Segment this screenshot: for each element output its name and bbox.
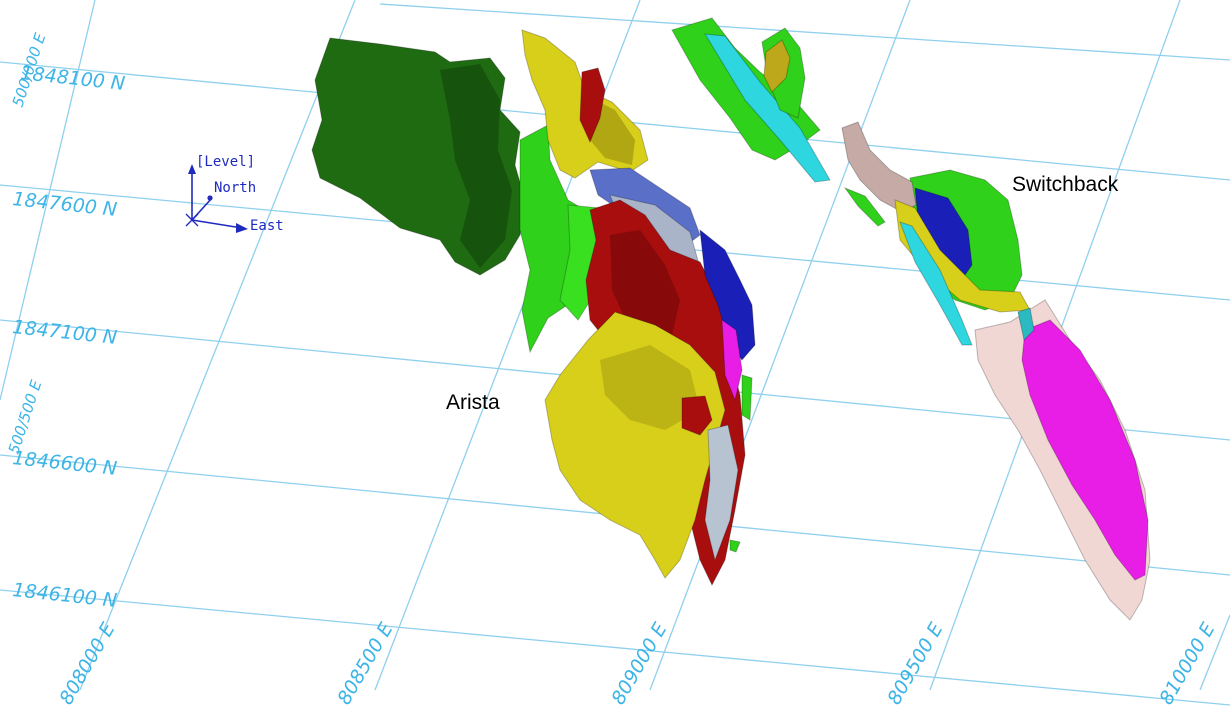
axis-north-dot: [207, 195, 212, 200]
zone-label-arista: Arista: [446, 391, 500, 414]
axis-level-label: [Level]: [196, 154, 255, 170]
northing-label-3: 1847100 N: [11, 316, 118, 349]
easting-label-3: 809000 E: [607, 619, 671, 708]
axis-level-arrow: [188, 164, 196, 174]
axis-east-line: [192, 220, 242, 228]
elevation-labels: 500/000 E 500/500 E: [5, 30, 50, 456]
switchback-vein-bodies[interactable]: [842, 122, 1150, 620]
green-fringe-right[interactable]: [742, 375, 752, 420]
axis-east-label: East: [250, 218, 284, 234]
northing-label-2: 1847600 N: [11, 188, 118, 221]
grid-line-808000e: [80, 0, 355, 690]
axis-triad: [Level] North East: [186, 154, 284, 234]
northing-label-5: 1846100 N: [11, 579, 118, 612]
easting-label-1: 808000 E: [55, 619, 119, 708]
green-fringe-bottom[interactable]: [730, 540, 740, 552]
axis-north-label: North: [214, 180, 256, 196]
axis-east-arrow: [236, 223, 248, 233]
easting-labels: 808000 E 808500 E 809000 E 809500 E 8100…: [55, 619, 1219, 708]
elevation-label-2: 500/500 E: [5, 377, 46, 456]
easting-label-4: 809500 E: [883, 619, 947, 708]
northing-label-4: 1846600 N: [11, 447, 118, 480]
easting-label-2: 808500 E: [333, 619, 397, 708]
grid-line-top: [380, 4, 1230, 60]
upper-fragments[interactable]: [672, 18, 830, 182]
northing-labels: 1848100 N 1847600 N 1847100 N 1846600 N …: [11, 62, 126, 612]
zone-label-switchback: Switchback: [1012, 173, 1119, 196]
